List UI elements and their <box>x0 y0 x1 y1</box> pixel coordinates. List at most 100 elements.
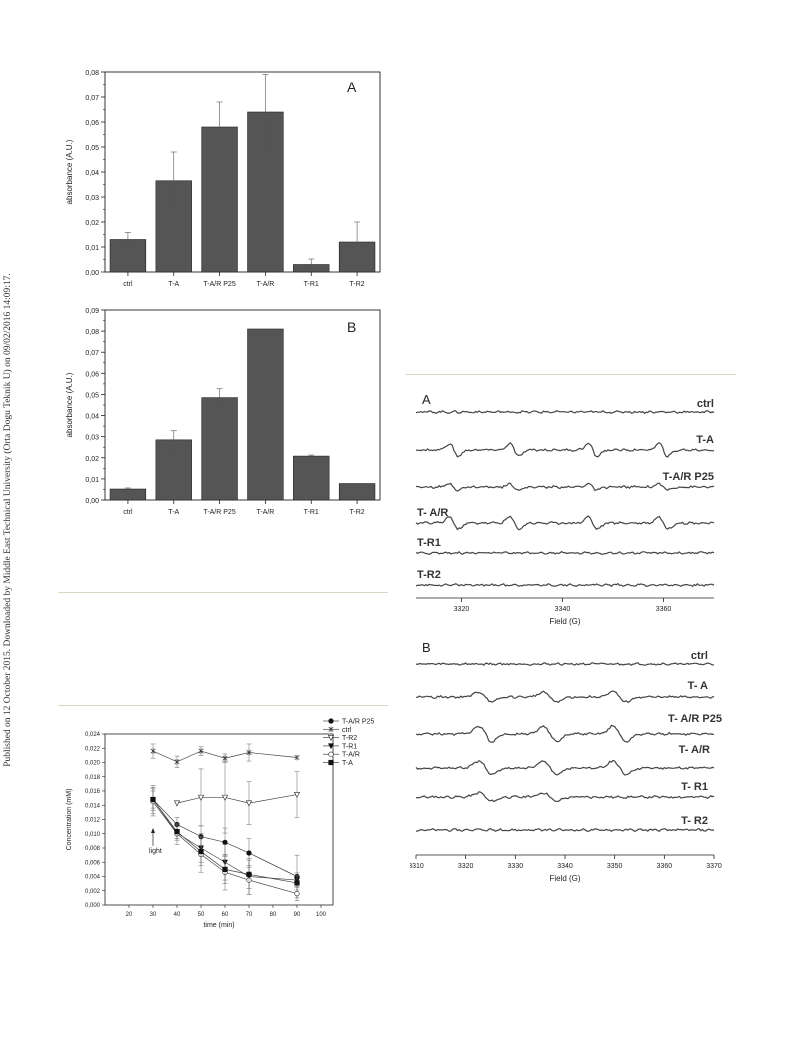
y-tick-label: 0,00 <box>85 498 99 505</box>
y-tick-label: 0,000 <box>85 903 101 909</box>
x-tick-label: ctrl <box>123 281 133 288</box>
series-line-1 <box>152 750 298 763</box>
bar-3 <box>247 328 284 501</box>
data-point <box>294 754 300 761</box>
x-tick-label: 60 <box>222 912 229 918</box>
y-tick-label: 0,04 <box>85 414 99 421</box>
bar-0 <box>109 488 147 501</box>
x-tick-label: T-R1 <box>304 509 319 516</box>
data-point <box>150 748 156 754</box>
spectrum-trace-3 <box>415 759 715 776</box>
y-tick-label: 0,06 <box>85 120 99 127</box>
y-axis-label: absorbance (A.U.) <box>65 372 74 437</box>
light-arrow-head <box>151 828 155 834</box>
spectrum-trace-5 <box>415 827 715 833</box>
legend-marker <box>328 751 334 757</box>
x-tick-label: 30 <box>150 912 157 918</box>
legend-label: T-A <box>342 760 353 767</box>
spectrum-trace-1 <box>415 442 715 458</box>
y-tick-label: 0,01 <box>85 245 99 252</box>
y-tick-label: 0,05 <box>85 145 99 152</box>
x-tick-label: 80 <box>270 912 277 918</box>
series-2 <box>173 761 301 834</box>
data-point <box>198 848 204 855</box>
data-point <box>198 748 204 754</box>
data-point <box>221 794 229 801</box>
data-point <box>222 755 228 762</box>
x-tick-label: T-A <box>168 509 179 516</box>
legend-marker <box>327 743 335 750</box>
bar-chart-b: 0,00 0,01 0,02 0,03 0,04 0,05 0,06 0,07 0,08 0,09… <box>65 308 381 516</box>
y-tick-label: 0,004 <box>85 875 101 881</box>
data-point <box>173 800 181 807</box>
data-point <box>174 758 180 765</box>
data-point <box>294 891 300 897</box>
divider-left-low <box>58 705 388 706</box>
y-tick-label: 0,02 <box>85 456 99 463</box>
y-tick-label: 0,020 <box>85 761 101 767</box>
y-tick-label: 0,04 <box>85 170 99 177</box>
x-tick-label: 3310 <box>410 863 424 870</box>
spectrum-label: T-R2 <box>417 569 441 581</box>
y-tick-label: 0,07 <box>85 350 99 357</box>
series-line-4 <box>152 801 298 894</box>
spectrum-label: T-R1 <box>417 537 441 549</box>
spectrum-trace-3 <box>415 515 715 531</box>
x-tick-label: 3320 <box>454 606 470 613</box>
bar-5 <box>338 483 376 501</box>
data-point <box>222 866 228 872</box>
plot-frame <box>104 309 381 501</box>
x-tick-label: ctrl <box>123 509 133 516</box>
spectrum-label: T- A/R P25 <box>668 713 722 725</box>
x-tick-label: 20 <box>126 912 133 918</box>
epr-spectra-a: 3320 3340 3360 Field (G) A ctrl T-A T-A/R P25 T-… <box>415 392 715 626</box>
x-tick-label: 3350 <box>607 863 623 870</box>
legend-label: T-R2 <box>342 735 357 742</box>
legend-label: T-A/R <box>342 752 360 759</box>
data-point <box>246 850 252 856</box>
x-tick-label: T-A <box>168 281 179 288</box>
x-tick-label: 3320 <box>458 863 474 870</box>
y-tick-label: 0,01 <box>85 477 99 484</box>
data-point <box>150 796 156 803</box>
spectrum-label: T- A/R <box>679 744 710 756</box>
x-tick-label: 40 <box>174 912 181 918</box>
bar-2 <box>201 397 238 501</box>
y-tick-label: 0,024 <box>85 732 101 738</box>
x-tick-label: T-A/R <box>256 281 274 288</box>
legend-marker <box>328 726 334 733</box>
x-tick-label: 3360 <box>657 863 673 870</box>
x-tick-label: 90 <box>294 912 301 918</box>
panel-label: A <box>422 392 431 407</box>
y-tick-label: 0,00 <box>85 270 99 277</box>
series-line-5 <box>152 799 298 884</box>
x-tick-label: T-R2 <box>349 509 364 516</box>
spectrum-label: T- R1 <box>681 781 708 793</box>
spectrum-trace-2 <box>415 482 715 492</box>
y-tick-label: 0,010 <box>85 832 101 838</box>
x-tick-label: 3330 <box>508 863 524 870</box>
y-tick-label: 0,05 <box>85 392 99 399</box>
legend-label: T-A/R P25 <box>342 719 374 726</box>
spectrum-trace-2 <box>415 724 715 743</box>
side-note: Published on 12 October 2015. Downloaded… <box>3 273 13 767</box>
spectrum-label: T-A/R P25 <box>663 471 714 483</box>
x-tick-label: 100 <box>316 912 327 918</box>
series-1 <box>150 743 300 768</box>
x-tick-label: 3360 <box>656 606 672 613</box>
panel-label: B <box>347 319 356 335</box>
divider-left-mid <box>58 592 388 593</box>
bar-4 <box>293 455 330 501</box>
data-point <box>294 880 300 886</box>
x-axis-label: time (min) <box>203 922 234 929</box>
y-axis-label: Concentration (mM) <box>66 789 73 851</box>
concentration-chart: 20 30 40 50 60 70 80 90 100 0,000 0,002 0,004 0,006 0… <box>66 718 374 929</box>
panel-label: B <box>422 640 431 655</box>
legend-marker <box>328 718 334 724</box>
data-point <box>246 749 252 756</box>
y-tick-label: 0,08 <box>85 329 99 336</box>
y-tick-label: 0,014 <box>85 803 101 809</box>
spectrum-label: ctrl <box>697 398 714 410</box>
x-tick-label: 3370 <box>706 863 722 870</box>
